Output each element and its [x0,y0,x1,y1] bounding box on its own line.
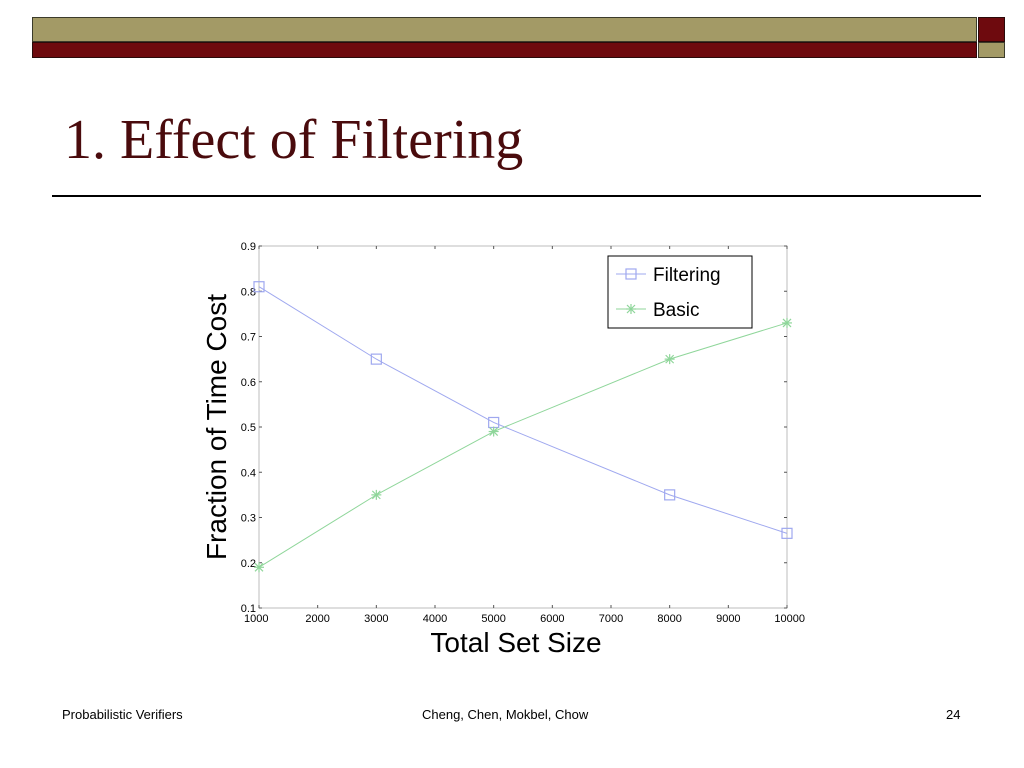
legend-label-filtering: Filtering [653,265,721,286]
y-tick-label: 0.6 [241,377,256,389]
x-tick-label: 1000 [244,613,268,625]
legend-label-basic: Basic [653,300,699,321]
data-point-basic [664,354,675,365]
data-point-filtering [664,489,676,501]
slide-title: 1. Effect of Filtering [64,109,524,171]
data-point-basic [254,562,264,573]
data-point-filtering [370,353,382,365]
y-axis-label: Fraction of Time Cost [201,294,232,560]
x-tick-label: 7000 [599,613,623,625]
footer-left: Probabilistic Verifiers [62,707,183,722]
legend-marker-filtering [625,268,637,280]
data-point-basic [488,426,499,437]
y-tick-label: 0.4 [241,467,256,479]
x-tick-label: 10000 [774,613,805,625]
legend-box [607,255,753,329]
header-banner-olive [32,17,977,42]
x-tick-label: 5000 [481,613,505,625]
x-tick-label: 4000 [423,613,447,625]
x-tick-label: 8000 [657,613,681,625]
title-divider [52,195,981,197]
x-axis-label: Total Set Size [430,627,601,658]
y-tick-label: 0.2 [241,558,256,570]
y-tick-label: 0.7 [241,332,256,344]
x-tick-label: 9000 [716,613,740,625]
y-tick-label: 0.8 [241,286,256,298]
series-line-filtering [258,286,788,534]
page-number: 24 [946,707,961,722]
header-corner-olive [978,42,1005,58]
y-tick-label: 0.9 [241,241,256,253]
data-point-basic [782,317,792,328]
header-corner-maroon [978,17,1005,42]
x-tick-label: 6000 [540,613,564,625]
legend-marker-basic [626,304,636,314]
header-banner-maroon [32,42,977,58]
x-tick-label: 2000 [305,613,329,625]
data-point-filtering [253,281,265,293]
x-tick-label: 3000 [364,613,388,625]
footer-center: Cheng, Chen, Mokbel, Chow [422,707,589,722]
y-tick-label: 0.5 [241,422,256,434]
data-point-basic [371,489,382,500]
data-point-filtering [781,527,793,539]
series-line-basic [258,322,788,568]
y-tick-label: 0.1 [241,603,256,615]
y-tick-label: 0.3 [241,513,256,525]
